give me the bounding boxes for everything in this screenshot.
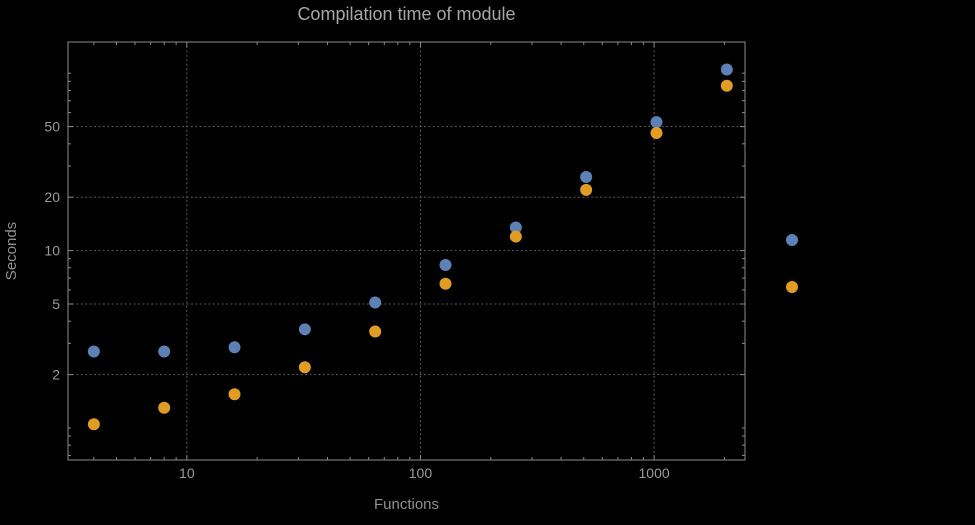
data-point-series-1	[720, 63, 733, 76]
data-point-series-2	[228, 388, 241, 401]
x-tick-label: 1000	[639, 465, 670, 481]
data-point-series-1	[369, 296, 382, 309]
x-tick-label: 10	[179, 465, 195, 481]
data-point-series-2	[87, 418, 100, 431]
data-point-series-1	[580, 171, 593, 184]
data-point-series-1	[298, 323, 311, 336]
data-point-series-1	[158, 345, 171, 358]
data-point-series-2	[580, 183, 593, 196]
x-tick-label: 100	[409, 465, 433, 481]
data-point-series-1	[439, 258, 452, 271]
data-point-series-1	[650, 116, 663, 129]
data-point-series-2	[439, 277, 452, 290]
data-point-series-1	[509, 221, 522, 234]
y-tick-label: 10	[44, 243, 60, 259]
data-point-series-2	[369, 325, 382, 338]
y-tick-label: 50	[44, 119, 60, 135]
data-point-series-1	[87, 345, 100, 358]
x-axis-label: Functions	[373, 496, 440, 513]
y-tick-label: 20	[44, 189, 60, 205]
data-point-series-2	[298, 361, 311, 374]
data-point-series-2	[650, 127, 663, 140]
data-point-series-2	[509, 230, 522, 243]
chart-title: Compilation time of module	[297, 4, 516, 24]
data-point-series-2	[158, 401, 171, 414]
data-point-series-1	[228, 341, 241, 354]
y-tick-label: 2	[52, 367, 60, 383]
legend-marker-series-1	[786, 234, 798, 246]
y-axis-label: Seconds	[3, 221, 20, 281]
legend-marker-series-2	[786, 281, 798, 293]
y-tick-label: 5	[52, 296, 60, 312]
data-point-series-2	[720, 79, 733, 92]
